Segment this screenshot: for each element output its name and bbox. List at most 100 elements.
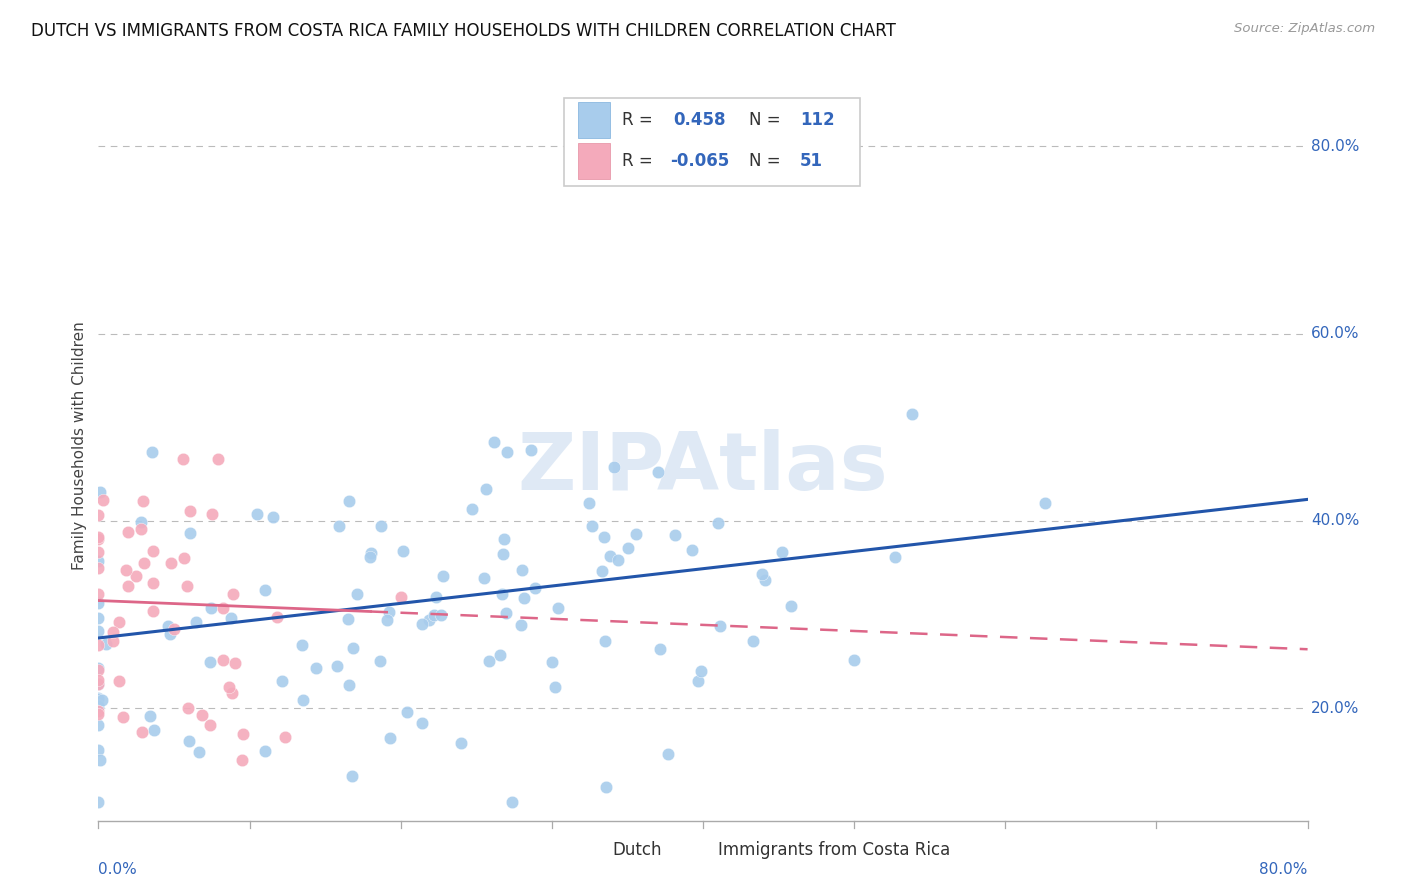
Point [1035, 496, 1057, 510]
Point [221, 686, 243, 700]
Point [159, 556, 181, 570]
Text: 0.0%: 0.0% [98, 862, 138, 877]
Point [593, 634, 616, 648]
Point [520, 442, 543, 457]
Point [360, 546, 382, 560]
Point [232, 727, 254, 741]
Point [143, 723, 166, 737]
Point [411, 617, 433, 632]
Point [190, 707, 212, 722]
Point [599, 549, 621, 563]
Text: ZIPAtlas: ZIPAtlas [517, 429, 889, 508]
Point [142, 604, 165, 618]
Point [87, 611, 110, 625]
Point [112, 710, 135, 724]
Text: Immigrants from Costa Rica: Immigrants from Costa Rica [717, 841, 950, 860]
Point [770, 545, 793, 559]
Text: 0.458: 0.458 [673, 112, 725, 129]
Point [187, 745, 209, 759]
Point [494, 532, 516, 546]
Point [218, 681, 240, 695]
Point [87, 664, 110, 678]
Point [510, 618, 533, 632]
Point [617, 541, 640, 555]
Point [512, 591, 534, 605]
Point [87, 698, 110, 712]
Point [103, 633, 125, 648]
Point [603, 459, 626, 474]
Point [595, 780, 617, 794]
Point [305, 661, 328, 675]
Point [177, 701, 200, 715]
Point [578, 496, 600, 510]
Point [184, 615, 207, 629]
Point [87, 508, 110, 522]
Point [131, 515, 153, 529]
Point [337, 678, 360, 692]
Text: Dutch: Dutch [613, 841, 662, 860]
Point [87, 661, 110, 675]
Point [380, 731, 402, 745]
Text: 112: 112 [800, 112, 834, 129]
Point [478, 655, 501, 669]
Point [141, 445, 163, 459]
Point [884, 549, 907, 564]
Point [87, 530, 110, 544]
Point [491, 547, 513, 561]
Point [201, 507, 224, 521]
Point [224, 656, 246, 670]
Point [688, 674, 710, 689]
Point [647, 465, 669, 479]
Y-axis label: Family Households with Children: Family Households with Children [72, 322, 87, 570]
FancyBboxPatch shape [564, 97, 860, 186]
Point [87, 586, 110, 600]
Point [94, 637, 117, 651]
Text: 40.0%: 40.0% [1312, 514, 1360, 528]
Text: R =: R = [621, 153, 658, 170]
Point [177, 733, 200, 747]
Point [129, 522, 152, 536]
Point [339, 494, 361, 508]
Point [707, 516, 730, 530]
Text: N =: N = [749, 153, 786, 170]
Point [581, 518, 603, 533]
Point [87, 624, 110, 638]
Point [132, 494, 155, 508]
Point [544, 680, 567, 694]
Point [510, 563, 533, 577]
Point [751, 566, 773, 581]
Point [375, 613, 398, 627]
FancyBboxPatch shape [578, 102, 610, 138]
Point [89, 485, 111, 500]
FancyBboxPatch shape [682, 836, 707, 864]
Point [495, 607, 517, 621]
Point [89, 752, 111, 766]
Point [179, 525, 201, 540]
Point [138, 709, 160, 723]
Point [87, 704, 110, 718]
Point [87, 677, 110, 691]
Point [524, 581, 547, 595]
Point [475, 482, 498, 496]
Point [91, 493, 114, 508]
Point [501, 795, 523, 809]
Point [292, 693, 315, 707]
Point [489, 648, 512, 662]
Point [87, 692, 110, 706]
Point [87, 706, 110, 721]
Point [541, 655, 564, 669]
Point [176, 579, 198, 593]
Point [450, 736, 472, 750]
Point [212, 653, 235, 667]
Point [491, 587, 513, 601]
Point [422, 608, 444, 623]
Point [754, 573, 776, 587]
Point [117, 525, 139, 540]
Point [172, 452, 194, 467]
Text: -0.065: -0.065 [671, 153, 730, 170]
Point [125, 569, 148, 583]
Point [326, 659, 349, 673]
Point [389, 590, 412, 604]
Point [547, 601, 569, 615]
Point [117, 579, 139, 593]
